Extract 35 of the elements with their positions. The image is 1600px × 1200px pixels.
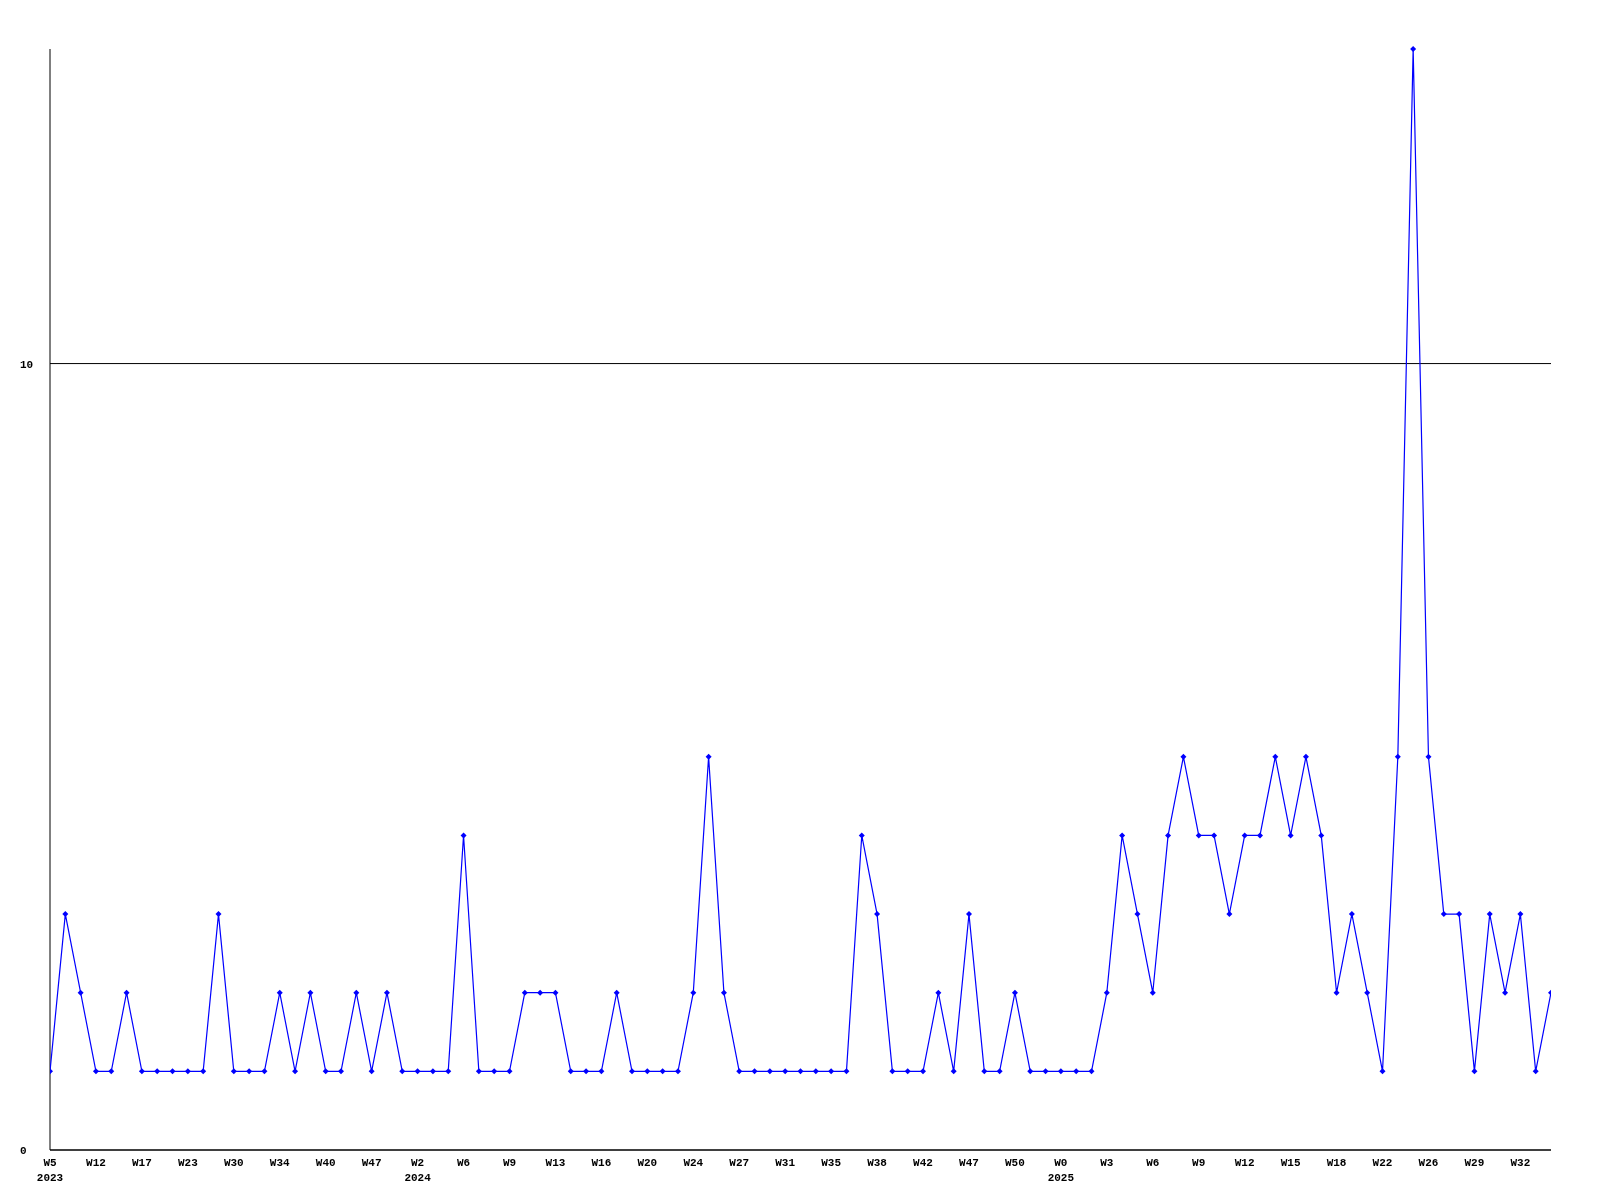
- x-tick-label: W6: [1146, 1157, 1160, 1169]
- x-tick-label: W9: [502, 1157, 517, 1169]
- x-tick-label: W27: [729, 1157, 750, 1169]
- x-tick-label: W22: [1372, 1157, 1393, 1169]
- x-tick-label: W12: [1234, 1157, 1255, 1169]
- x-tick-label: W15: [1280, 1157, 1301, 1169]
- x-tick-label: W42: [913, 1157, 933, 1169]
- x-tick-label: W0 2025: [1047, 1157, 1075, 1184]
- x-tick-label: W12: [86, 1157, 106, 1169]
- x-tick-label: W6: [456, 1157, 471, 1169]
- x-tick-label: W26: [1418, 1157, 1439, 1169]
- x-tick-label: W29: [1464, 1157, 1485, 1169]
- x-tick-label: W50: [1005, 1157, 1025, 1169]
- x-tick-label: W18: [1326, 1157, 1347, 1169]
- x-tick-label: W31: [775, 1157, 796, 1169]
- x-tick-label: W13: [545, 1157, 566, 1169]
- x-tick-label: W35: [821, 1157, 842, 1169]
- x-tick-label: W24: [683, 1157, 704, 1169]
- x-tick-label: W3: [1100, 1157, 1114, 1169]
- x-tick-label: W5 2023: [36, 1157, 64, 1184]
- x-tick-label: W2 2024: [404, 1157, 432, 1184]
- x-tick-label: W30: [223, 1157, 244, 1169]
- y-tick-label: 0: [20, 1145, 27, 1157]
- y-tick-label: 10: [20, 358, 34, 371]
- x-tick-label: W17: [131, 1157, 152, 1169]
- x-tick-label: W32: [1510, 1157, 1531, 1169]
- x-tick-label: W47: [959, 1157, 979, 1169]
- x-tick-label: W20: [637, 1157, 658, 1169]
- x-tick-label: W9: [1192, 1157, 1206, 1169]
- x-tick-label: W16: [591, 1157, 612, 1169]
- x-tick-label: W34: [269, 1157, 291, 1169]
- x-tick-label: W38: [867, 1157, 888, 1169]
- x-tick-label: W23: [177, 1157, 199, 1169]
- x-tick-label: W40: [315, 1157, 336, 1169]
- x-tick-label: W47: [361, 1157, 382, 1169]
